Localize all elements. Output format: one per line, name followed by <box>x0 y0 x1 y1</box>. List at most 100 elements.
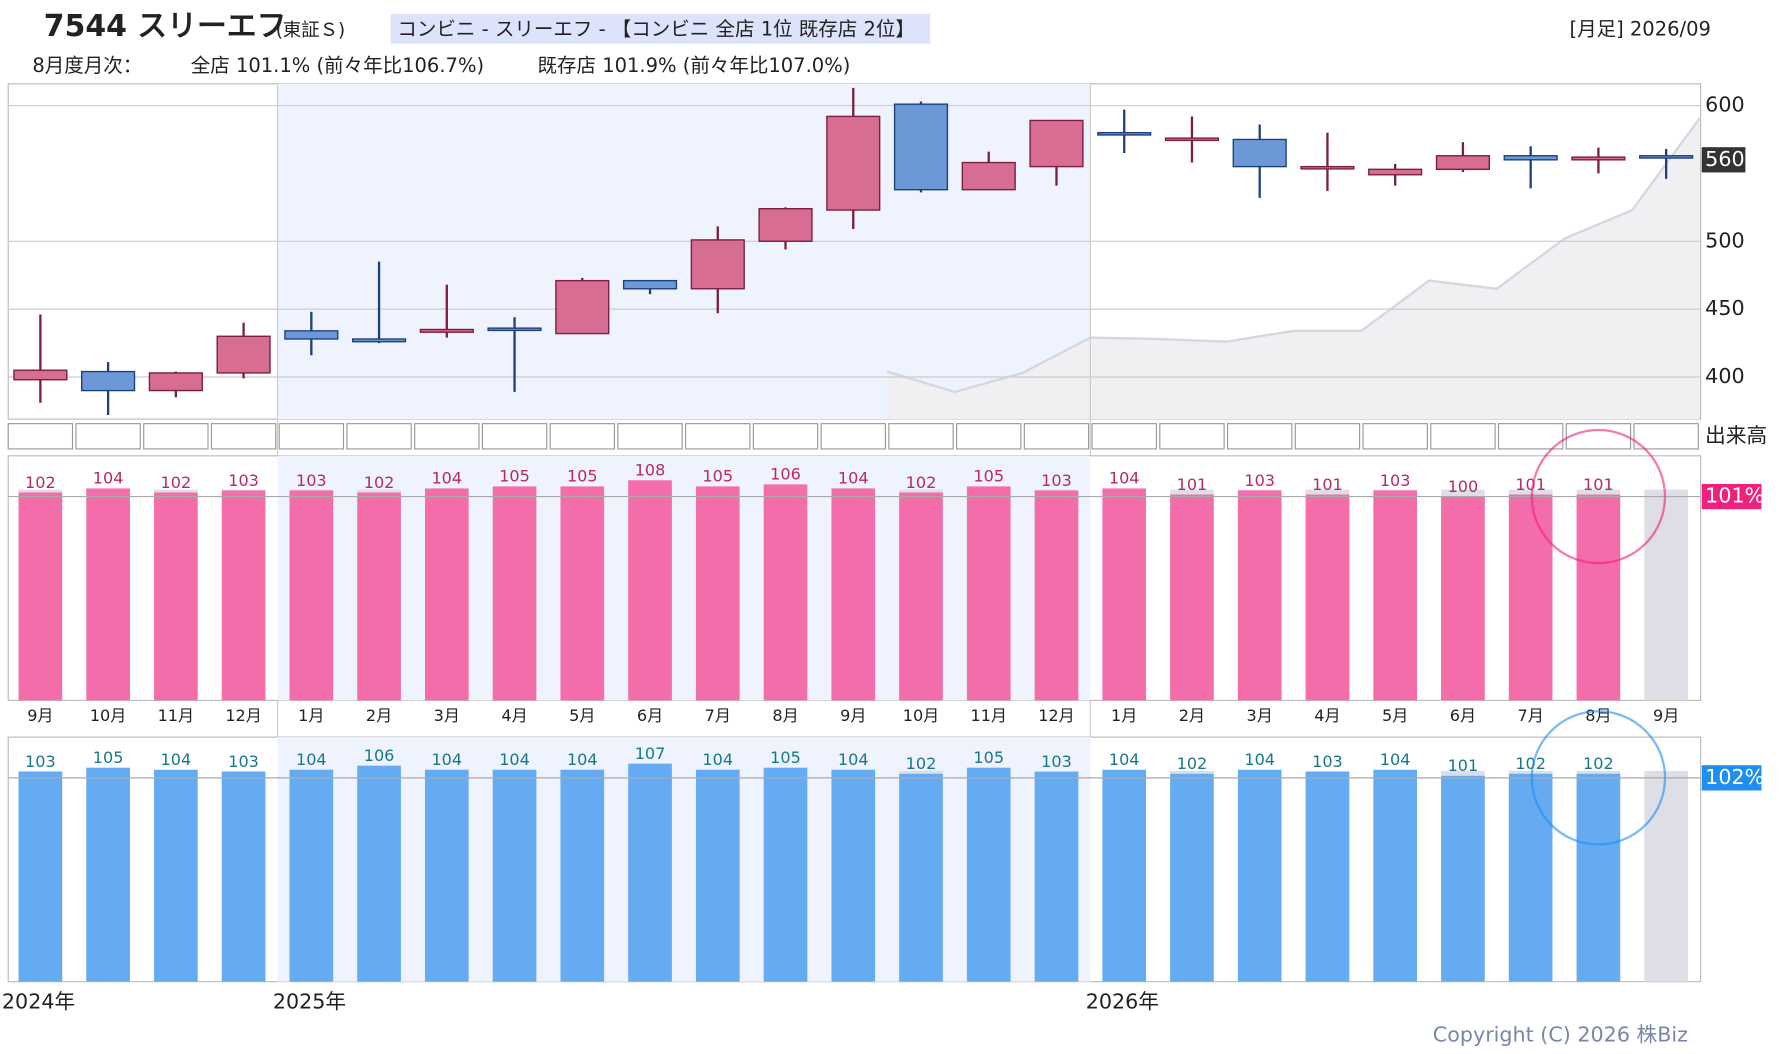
year-label: 2026年 <box>1086 989 1159 1013</box>
current-label: 102% <box>1705 765 1764 789</box>
x-tick-label: 12月 <box>225 706 262 725</box>
value-label: 104 <box>702 750 733 769</box>
existing-stores: 既存店 101.9% (前々年比107.0%) <box>538 54 851 77</box>
bar <box>221 771 266 982</box>
bar <box>1576 494 1621 701</box>
volume-cell <box>1565 423 1632 450</box>
industry-box <box>390 13 931 44</box>
value-label: 103 <box>1380 471 1411 490</box>
value-label: 106 <box>770 465 801 484</box>
bar <box>1305 494 1350 701</box>
value-label: 102 <box>1177 754 1208 773</box>
bar <box>1373 490 1417 701</box>
bar <box>899 492 943 701</box>
candle-body <box>1368 168 1423 176</box>
x-tick-label: 3月 <box>434 706 460 725</box>
x-tick-label: 8月 <box>1585 706 1611 725</box>
candle-body <box>961 161 1016 191</box>
x-tick-label: 11月 <box>158 706 195 725</box>
value-label: 105 <box>93 748 124 767</box>
value-label: 103 <box>1041 752 1072 771</box>
value-label: 101 <box>1583 475 1614 494</box>
value-label: 100 <box>1448 477 1479 496</box>
candle-body <box>758 207 813 242</box>
volume-cell <box>143 423 209 450</box>
candle-body <box>690 239 745 290</box>
bar <box>695 486 740 701</box>
volume-cell <box>1091 423 1157 450</box>
bar <box>695 769 740 982</box>
bar <box>18 771 63 982</box>
current-label: 101% <box>1705 484 1764 508</box>
y-tick-label: 450 <box>1705 296 1744 320</box>
value-label: 104 <box>161 750 192 769</box>
candle-body <box>1435 155 1491 171</box>
x-tick-label: 1月 <box>298 706 324 725</box>
value-label: 102 <box>161 473 192 492</box>
value-label: 104 <box>1109 750 1140 769</box>
value-label: 102 <box>25 473 56 492</box>
value-label: 105 <box>770 748 801 767</box>
value-label: 104 <box>1244 750 1275 769</box>
volume-cell <box>956 423 1022 450</box>
value-label: 104 <box>567 750 598 769</box>
value-label: 105 <box>973 467 1004 486</box>
volume-cell <box>1362 423 1428 450</box>
value-label: 108 <box>635 461 666 480</box>
value-label: 106 <box>364 746 395 765</box>
candle-body <box>13 369 68 381</box>
value-label: 104 <box>431 750 462 769</box>
bar <box>154 769 198 982</box>
bar <box>1237 490 1282 701</box>
bar <box>1102 488 1147 701</box>
x-tick-label: 6月 <box>637 706 663 725</box>
candle-body <box>351 338 407 343</box>
all-stores: 全店 101.1% (前々年比106.7%) <box>191 54 484 77</box>
value-label: 104 <box>499 750 530 769</box>
candle-body <box>826 115 881 211</box>
market: (東証Ｓ) <box>276 20 345 41</box>
bar <box>1102 769 1147 982</box>
bar <box>357 765 401 982</box>
value-label: 103 <box>25 752 56 771</box>
copyright: Copyright (C) 2026 株Biz <box>1433 1023 1688 1047</box>
x-tick-label: 9月 <box>27 706 53 725</box>
volume-cell <box>1159 423 1225 450</box>
bar <box>1576 773 1621 982</box>
bar <box>628 763 672 982</box>
value-label: 101 <box>1312 475 1343 494</box>
bar <box>1373 769 1417 982</box>
bar <box>966 767 1011 982</box>
bar <box>1170 773 1214 982</box>
volume-cell <box>1023 423 1090 450</box>
volume-cell <box>1497 423 1564 450</box>
bar <box>763 484 808 701</box>
candle-body <box>1232 138 1287 168</box>
value-label: 103 <box>228 471 259 490</box>
bar <box>560 769 605 982</box>
monthly-label: 8月度月次： <box>32 54 142 77</box>
x-tick-label: 4月 <box>1314 706 1340 725</box>
bar <box>289 490 334 701</box>
bar <box>1237 769 1282 982</box>
column-bg <box>1644 770 1688 982</box>
volume-cell <box>549 423 616 450</box>
value-label: 104 <box>93 469 124 488</box>
x-tick-label: 6月 <box>1450 706 1476 725</box>
bar <box>628 480 672 701</box>
y-tick-label: 600 <box>1705 93 1744 117</box>
candle-body <box>284 330 339 340</box>
value-label: 103 <box>1312 752 1343 771</box>
value-label: 103 <box>296 471 327 490</box>
candle-body <box>81 370 136 392</box>
y-tick-label: 500 <box>1705 228 1744 252</box>
x-tick-label: 8月 <box>772 706 798 725</box>
x-tick-label: 10月 <box>903 706 940 725</box>
bar <box>357 492 401 701</box>
x-tick-label: 5月 <box>569 706 595 725</box>
bar <box>1034 490 1079 701</box>
bar <box>966 486 1011 701</box>
x-tick-label: 7月 <box>705 706 731 725</box>
bar <box>86 488 130 701</box>
bar <box>492 486 537 701</box>
